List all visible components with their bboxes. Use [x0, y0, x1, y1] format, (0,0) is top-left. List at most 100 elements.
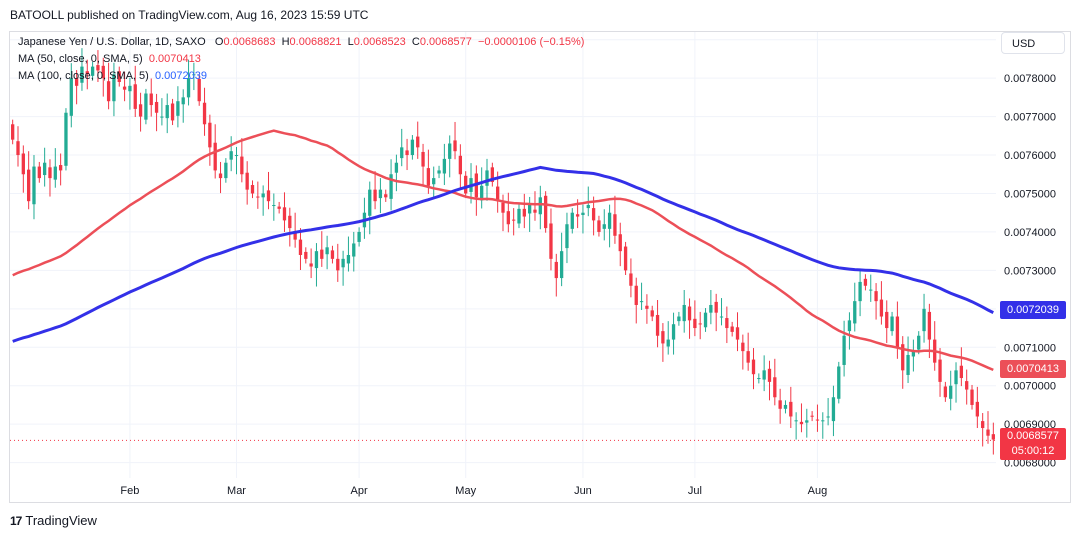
candle-body[interactable]	[778, 400, 782, 409]
candle-body[interactable]	[176, 101, 180, 116]
candle-body[interactable]	[336, 258, 340, 271]
candle-body[interactable]	[613, 214, 617, 236]
candle-body[interactable]	[357, 231, 361, 242]
candle-body[interactable]	[842, 335, 846, 365]
candle-body[interactable]	[298, 239, 303, 255]
candle-body[interactable]	[879, 299, 884, 317]
candle-body[interactable]	[101, 65, 105, 79]
candle-body[interactable]	[32, 166, 36, 205]
candle-body[interactable]	[373, 189, 377, 202]
candle-body[interactable]	[570, 212, 574, 229]
candle-body[interactable]	[448, 143, 452, 159]
candle-body[interactable]	[128, 85, 132, 92]
candle-body[interactable]	[543, 195, 548, 229]
candle-body[interactable]	[485, 170, 489, 186]
candle-body[interactable]	[416, 136, 420, 148]
candle-body[interactable]	[746, 351, 750, 363]
candle-body[interactable]	[106, 81, 111, 102]
candle-body[interactable]	[645, 305, 649, 309]
candle-body[interactable]	[154, 101, 159, 113]
candle-body[interactable]	[160, 116, 164, 118]
candle-body[interactable]	[480, 185, 484, 201]
candle-body[interactable]	[16, 141, 20, 156]
candle-body[interactable]	[623, 246, 628, 271]
candle-body[interactable]	[959, 365, 964, 379]
candle-body[interactable]	[559, 251, 564, 279]
candle-body[interactable]	[170, 103, 175, 121]
candle-body[interactable]	[767, 368, 772, 382]
candle-body[interactable]	[282, 207, 287, 221]
candle-body[interactable]	[821, 420, 825, 422]
candle-body[interactable]	[202, 102, 207, 125]
candle-body[interactable]	[165, 105, 169, 119]
candle-body[interactable]	[751, 359, 756, 375]
candle-body[interactable]	[522, 208, 526, 217]
candle-body[interactable]	[831, 397, 836, 422]
candle-body[interactable]	[149, 93, 153, 106]
candle-body[interactable]	[384, 194, 388, 198]
candle-body[interactable]	[847, 320, 852, 332]
candle-body[interactable]	[229, 151, 233, 160]
candle-body[interactable]	[346, 255, 351, 264]
candle-body[interactable]	[224, 162, 228, 179]
candle-body[interactable]	[853, 301, 857, 324]
candle-body[interactable]	[117, 71, 121, 82]
candle-body[interactable]	[677, 316, 681, 322]
candle-body[interactable]	[698, 323, 702, 325]
candle-body[interactable]	[378, 189, 383, 199]
candle-body[interactable]	[304, 251, 308, 259]
candle-body[interactable]	[432, 178, 436, 185]
candle-body[interactable]	[517, 208, 521, 224]
candle-body[interactable]	[591, 208, 596, 221]
candle-body[interactable]	[837, 366, 841, 399]
candle-body[interactable]	[586, 205, 590, 209]
candle-body[interactable]	[799, 421, 804, 425]
candle-body[interactable]	[90, 66, 95, 76]
candle-body[interactable]	[741, 342, 745, 352]
candle-body[interactable]	[719, 316, 724, 318]
candle-body[interactable]	[773, 377, 777, 398]
candle-body[interactable]	[37, 166, 41, 179]
candle-body[interactable]	[863, 278, 868, 286]
candle-body[interactable]	[320, 249, 324, 259]
candle-body[interactable]	[730, 326, 734, 332]
candle-body[interactable]	[74, 78, 79, 86]
candle-body[interactable]	[826, 416, 830, 418]
candle-body[interactable]	[501, 202, 505, 213]
candle-body[interactable]	[970, 389, 974, 405]
candle-body[interactable]	[27, 169, 31, 202]
candle-body[interactable]	[256, 196, 260, 198]
candle-body[interactable]	[911, 351, 916, 357]
candle-body[interactable]	[400, 147, 404, 159]
candle-body[interactable]	[11, 124, 15, 140]
candle-body[interactable]	[250, 185, 255, 194]
candle-body[interactable]	[805, 420, 809, 423]
candle-body[interactable]	[341, 258, 345, 268]
candle-body[interactable]	[405, 150, 409, 156]
candle-body[interactable]	[581, 212, 585, 216]
candle-body[interactable]	[442, 158, 447, 174]
candle-body[interactable]	[144, 93, 148, 120]
candle-body[interactable]	[426, 168, 431, 186]
candle-body[interactable]	[421, 151, 425, 167]
candle-body[interactable]	[815, 419, 820, 421]
candle-body[interactable]	[869, 289, 873, 291]
candle-body[interactable]	[181, 97, 185, 105]
candle-body[interactable]	[671, 324, 676, 340]
candle-body[interactable]	[42, 162, 47, 176]
candle-body[interactable]	[794, 420, 798, 422]
candle-body[interactable]	[693, 318, 697, 329]
candle-body[interactable]	[687, 306, 692, 321]
candle-body[interactable]	[458, 155, 463, 175]
candle-body[interactable]	[197, 78, 201, 102]
candle-body[interactable]	[293, 231, 297, 240]
candle-body[interactable]	[352, 243, 356, 257]
candle-body[interactable]	[394, 162, 399, 173]
candle-body[interactable]	[69, 78, 73, 116]
candle-body[interactable]	[58, 165, 63, 171]
candle-body[interactable]	[266, 190, 271, 202]
tradingview-brand[interactable]: 17 TradingView	[10, 513, 97, 528]
candle-body[interactable]	[368, 189, 372, 216]
candle-body[interactable]	[288, 215, 292, 229]
candle-body[interactable]	[666, 339, 670, 347]
